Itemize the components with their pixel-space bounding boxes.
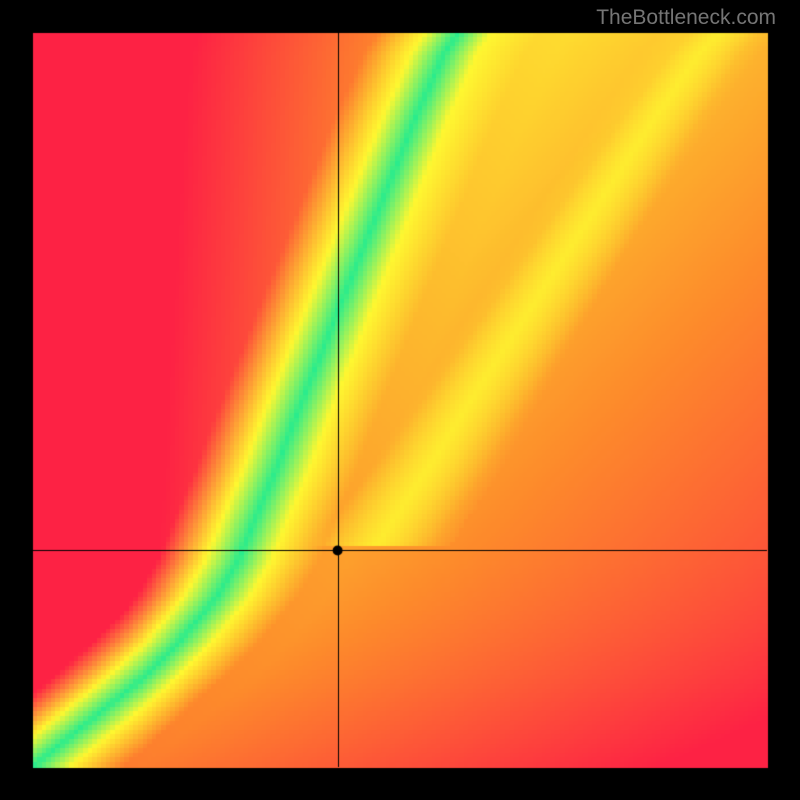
heatmap-canvas [0, 0, 800, 800]
watermark-text: TheBottleneck.com [596, 6, 776, 30]
chart-container: TheBottleneck.com [0, 0, 800, 800]
